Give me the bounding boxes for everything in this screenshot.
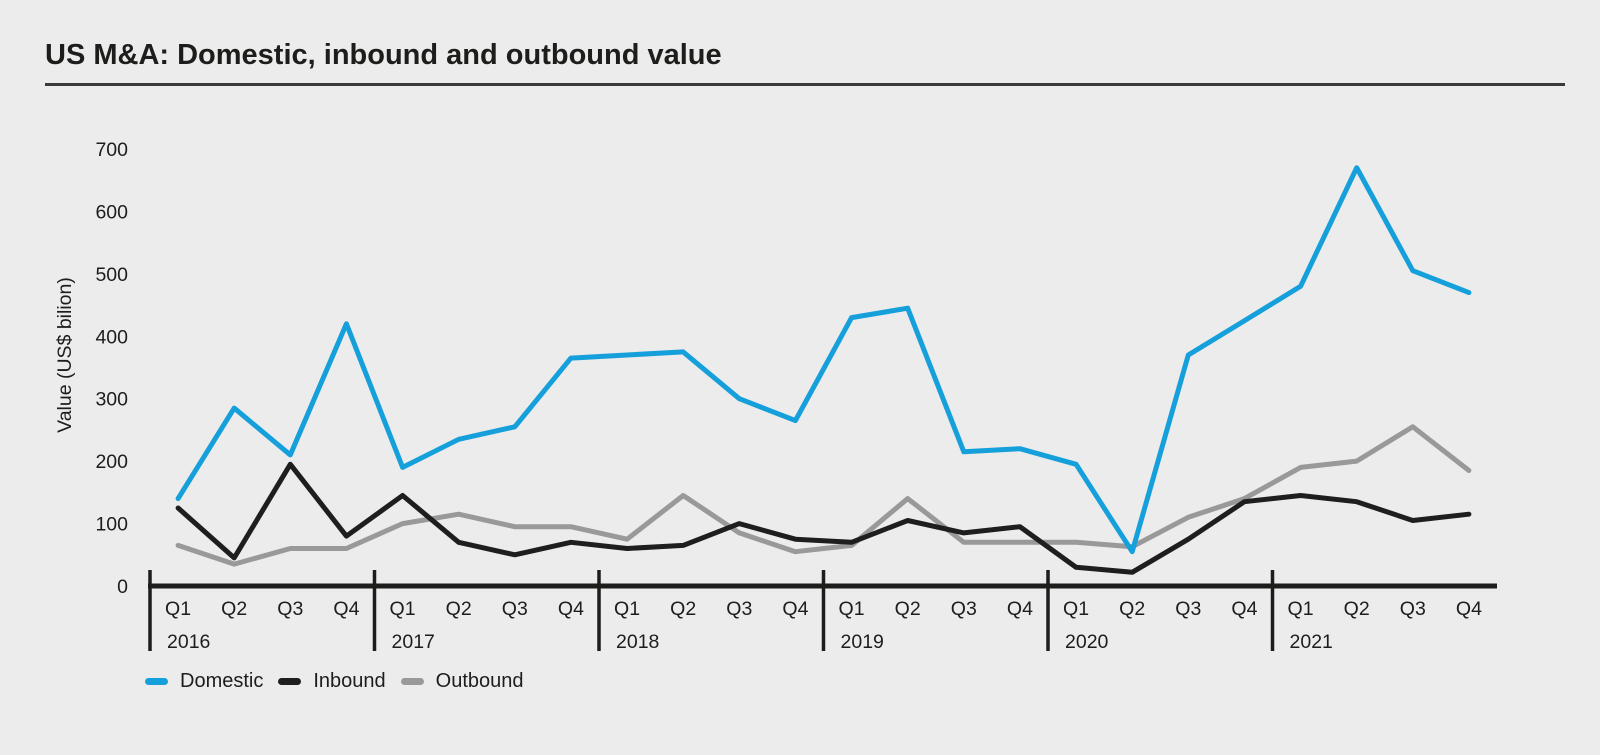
chart-title: US M&A: Domestic, inbound and outbound v… [45, 39, 722, 71]
y-tick-label: 600 [95, 201, 128, 223]
y-tick-label: 700 [95, 139, 128, 161]
year-label: 2016 [167, 631, 210, 653]
quarter-label: Q4 [1007, 598, 1033, 620]
quarter-label: Q2 [221, 598, 247, 620]
series-line-inbound [175, 461, 1472, 575]
title-underline [45, 83, 1565, 86]
quarter-label: Q3 [502, 598, 528, 620]
y-tick-label: 500 [95, 264, 128, 286]
legend-item-inbound: Inbound [278, 667, 386, 695]
legend-swatch-outbound-icon [400, 677, 424, 685]
year-label: 2019 [841, 631, 884, 653]
quarter-label: Q1 [390, 598, 416, 620]
quarter-label: Q3 [726, 598, 752, 620]
quarter-label: Q3 [1175, 598, 1201, 620]
quarter-label: Q1 [839, 598, 865, 620]
y-tick-label: 400 [95, 326, 128, 348]
legend-swatch-domestic-icon [145, 677, 168, 685]
series-line-domestic [175, 165, 1472, 555]
series-line-outbound [175, 424, 1472, 567]
quarter-label: Q2 [895, 598, 921, 620]
quarter-label: Q2 [1119, 598, 1145, 620]
legend-item-domestic: Domestic [145, 667, 263, 695]
y-tick-label: 100 [95, 514, 128, 536]
y-tick-label: 0 [117, 576, 128, 598]
y-axis-title: Value (US$ bilion) [54, 277, 76, 433]
quarter-label: Q2 [1344, 598, 1370, 620]
legend-label-outbound: Outbound [435, 669, 524, 692]
year-label: 2018 [616, 631, 659, 653]
chart-legend: Domestic Inbound Outbound [145, 667, 524, 695]
quarter-label: Q4 [1456, 598, 1482, 620]
quarter-label: Q3 [1400, 598, 1426, 620]
quarter-label: Q1 [165, 598, 191, 620]
year-label: 2020 [1065, 631, 1109, 653]
year-label: 2021 [1290, 631, 1333, 653]
quarter-label: Q1 [1063, 598, 1089, 620]
year-label: 2017 [392, 631, 435, 653]
quarter-label: Q1 [1288, 598, 1314, 620]
quarter-label: Q4 [558, 598, 584, 620]
legend-swatch-inbound-icon [278, 677, 302, 685]
quarter-label: Q1 [614, 598, 640, 620]
legend-item-outbound: Outbound [400, 667, 524, 695]
quarter-label: Q4 [333, 598, 359, 620]
y-tick-label: 200 [95, 451, 128, 473]
quarter-label: Q4 [1231, 598, 1257, 620]
quarter-label: Q3 [277, 598, 303, 620]
quarter-label: Q3 [951, 598, 977, 620]
legend-label-domestic: Domestic [180, 669, 264, 692]
legend-label-inbound: Inbound [313, 669, 386, 692]
y-tick-label: 300 [95, 389, 128, 411]
quarter-label: Q4 [782, 598, 808, 620]
quarter-label: Q2 [446, 598, 472, 620]
quarter-label: Q2 [670, 598, 696, 620]
